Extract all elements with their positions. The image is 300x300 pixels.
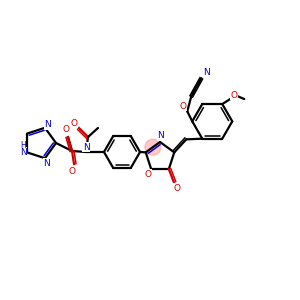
Circle shape (145, 139, 161, 155)
Text: O: O (68, 167, 76, 176)
Text: O: O (145, 169, 152, 178)
Text: O: O (173, 184, 180, 193)
Text: N: N (44, 159, 50, 168)
Text: O: O (62, 125, 70, 134)
Text: O: O (231, 91, 238, 100)
Text: O: O (180, 102, 187, 111)
Text: N: N (20, 148, 26, 157)
Text: H: H (20, 141, 26, 150)
Text: O: O (70, 118, 77, 127)
Text: N: N (158, 131, 164, 140)
Text: N: N (203, 68, 210, 77)
Text: N: N (82, 142, 89, 152)
Text: N: N (45, 120, 51, 129)
